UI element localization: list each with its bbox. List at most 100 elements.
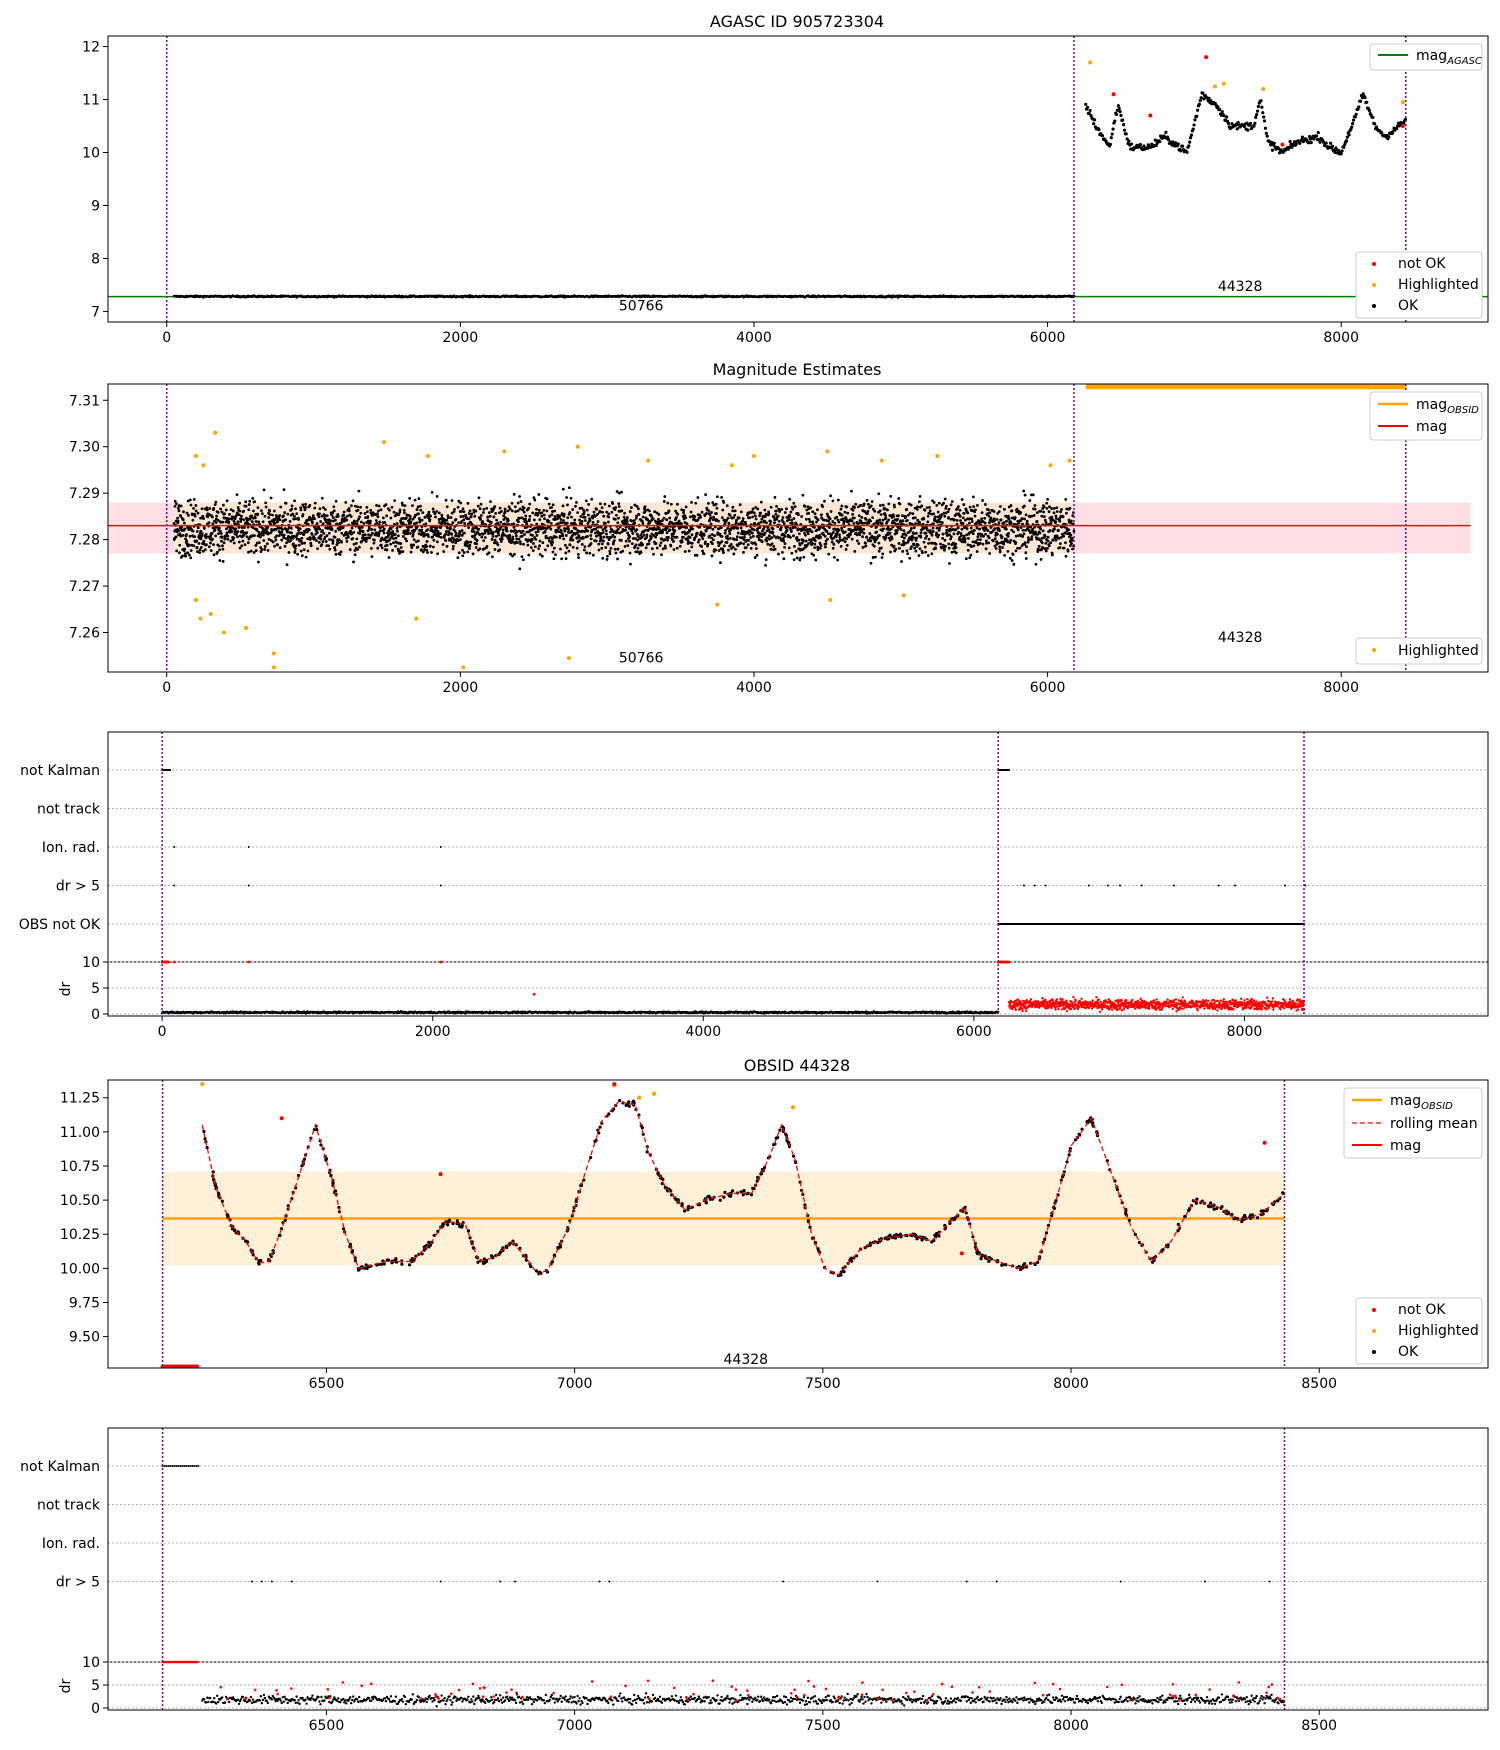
ok-point (769, 547, 773, 551)
ok-point (744, 522, 747, 526)
ok-point (319, 537, 323, 541)
ok-point (761, 515, 765, 519)
ok-point (793, 505, 797, 509)
ok-point (652, 534, 656, 537)
ok-point (943, 538, 947, 542)
ok-point (1202, 97, 1206, 101)
ok-point (325, 518, 328, 522)
ok-point (485, 506, 489, 510)
ok-point (635, 514, 638, 518)
ok-point (561, 487, 565, 491)
ok-point (491, 530, 495, 534)
ok-point (340, 520, 344, 524)
ok-point (454, 541, 458, 545)
ok-point (928, 509, 932, 513)
ok-point (564, 557, 568, 561)
ok-point (1298, 141, 1302, 145)
ok-point (496, 543, 500, 547)
ok-point (256, 506, 260, 510)
ok-point (811, 520, 814, 524)
ok-point (807, 511, 811, 515)
ok-point (173, 504, 177, 508)
ok-point (332, 509, 336, 513)
ok-point (316, 547, 319, 551)
ok-point (220, 539, 223, 543)
ok-point (604, 546, 608, 549)
ok-point (843, 510, 847, 514)
ok-point (1270, 140, 1274, 144)
ok-point (944, 504, 948, 508)
ok-point (528, 502, 532, 506)
ok-point (422, 531, 426, 535)
ok-point (475, 538, 479, 542)
ok-point (1339, 152, 1343, 156)
ok-point (628, 539, 631, 543)
ok-point (172, 522, 176, 525)
ok-point (486, 515, 490, 519)
ok-point (754, 514, 757, 518)
ok-point (365, 505, 369, 509)
x-tick-label: 6000 (1030, 330, 1066, 346)
ok-point (651, 517, 655, 521)
ok-point (390, 505, 394, 509)
ok-point (669, 544, 673, 548)
ok-point (1270, 148, 1275, 152)
ok-point (277, 530, 281, 533)
ok-point (358, 515, 362, 519)
ok-point (665, 531, 669, 534)
ok-point (693, 515, 697, 519)
ok-point (1255, 112, 1259, 117)
ok-point (188, 498, 192, 502)
ok-point (199, 529, 203, 533)
ok-point (429, 514, 432, 518)
ok-point (377, 504, 381, 508)
ok-point (516, 541, 519, 545)
ok-point (620, 509, 624, 513)
ok-point (206, 515, 210, 519)
ok-point (460, 529, 464, 532)
ok-point (426, 528, 430, 532)
ok-point (304, 502, 308, 506)
ok-point (823, 499, 826, 503)
ok-point (547, 502, 551, 506)
y-tick-label: 11 (82, 93, 100, 109)
ok-point (502, 514, 506, 518)
ok-point (1261, 111, 1265, 115)
ok-point (933, 515, 937, 519)
ok-point (658, 544, 662, 547)
ok-point (941, 543, 945, 547)
not-ok-point (1280, 142, 1285, 147)
ok-point (617, 502, 621, 506)
ok-point (176, 516, 179, 520)
ok-point (764, 512, 768, 516)
ok-point (884, 536, 888, 540)
ok-point (352, 542, 356, 546)
ok-point (237, 513, 241, 517)
ok-point (725, 518, 728, 522)
highlighted-point (1221, 81, 1226, 86)
ok-point (535, 534, 539, 537)
ok-point (527, 553, 531, 557)
ok-point (661, 519, 664, 522)
ok-point (211, 537, 214, 541)
ok-point (234, 527, 238, 531)
ok-point (898, 502, 902, 506)
ok-point (328, 538, 331, 541)
ok-point (551, 503, 555, 507)
ok-point (605, 510, 609, 514)
ok-point (878, 509, 882, 513)
ok-point (440, 513, 444, 517)
ok-point (760, 535, 763, 539)
ok-point (199, 537, 203, 540)
ok-point (538, 539, 542, 543)
ok-point (685, 526, 689, 530)
ok-point (299, 508, 303, 512)
ok-point (773, 496, 777, 499)
ok-point (225, 527, 228, 531)
ok-point (630, 529, 634, 533)
ok-point (814, 558, 818, 562)
ok-point (647, 542, 651, 546)
ok-point (1330, 144, 1334, 148)
ok-point (958, 508, 962, 512)
ok-point (338, 553, 342, 556)
